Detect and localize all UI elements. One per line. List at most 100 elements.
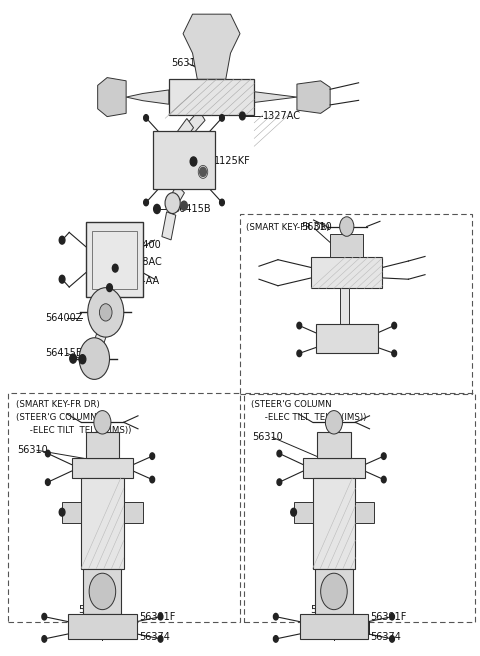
Text: 56310: 56310: [79, 605, 109, 615]
Circle shape: [70, 354, 76, 363]
Circle shape: [392, 350, 396, 357]
Polygon shape: [254, 92, 297, 102]
Bar: [294, 502, 312, 523]
Circle shape: [382, 476, 386, 483]
Bar: [355, 502, 374, 523]
Text: 56310: 56310: [252, 432, 283, 442]
Circle shape: [180, 201, 187, 211]
Text: 56391F: 56391F: [139, 612, 175, 622]
Polygon shape: [97, 77, 126, 117]
Text: 56310: 56310: [171, 58, 202, 68]
Bar: [92, 231, 137, 289]
Bar: [84, 569, 121, 614]
Polygon shape: [340, 289, 349, 324]
Circle shape: [390, 613, 395, 620]
Circle shape: [219, 115, 224, 121]
Polygon shape: [183, 14, 240, 79]
Polygon shape: [175, 119, 193, 144]
Circle shape: [382, 453, 386, 459]
Text: (STEER'G COLUMN: (STEER'G COLUMN: [251, 400, 332, 409]
Circle shape: [158, 613, 163, 620]
Text: 56310: 56310: [301, 222, 333, 232]
Text: (STEER'G COLUMN: (STEER'G COLUMN: [15, 413, 96, 422]
Circle shape: [165, 193, 180, 213]
Polygon shape: [297, 81, 330, 113]
Circle shape: [297, 322, 301, 329]
Bar: [68, 614, 137, 639]
Circle shape: [321, 573, 347, 609]
Bar: [124, 502, 143, 523]
Text: (SMART KEY-FR DR): (SMART KEY-FR DR): [15, 400, 99, 409]
Bar: [86, 222, 143, 297]
Polygon shape: [162, 212, 176, 240]
Bar: [317, 432, 350, 458]
Circle shape: [144, 199, 148, 206]
Circle shape: [150, 476, 155, 483]
Circle shape: [274, 636, 278, 642]
Polygon shape: [170, 185, 184, 205]
Circle shape: [274, 613, 278, 620]
Circle shape: [190, 157, 197, 166]
Circle shape: [42, 636, 47, 642]
Circle shape: [59, 276, 65, 283]
Polygon shape: [126, 90, 169, 104]
Circle shape: [392, 322, 396, 329]
Text: 56415B: 56415B: [174, 204, 211, 214]
Text: 56415B: 56415B: [46, 348, 83, 358]
Circle shape: [150, 453, 155, 459]
Circle shape: [46, 450, 50, 457]
Circle shape: [94, 411, 111, 434]
Circle shape: [200, 167, 206, 176]
Text: 56400Z: 56400Z: [46, 313, 83, 323]
Text: (SMART KEY-FR DR): (SMART KEY-FR DR): [246, 223, 329, 232]
Bar: [303, 458, 365, 478]
Circle shape: [46, 479, 50, 485]
Text: -ELEC TILT  TELES(IMS)): -ELEC TILT TELES(IMS)): [251, 413, 366, 422]
Circle shape: [42, 613, 47, 620]
Bar: [312, 478, 355, 569]
Circle shape: [277, 479, 282, 485]
Circle shape: [219, 199, 224, 206]
Text: 1125KF: 1125KF: [214, 156, 251, 166]
Circle shape: [390, 636, 395, 642]
Text: 56374: 56374: [139, 632, 170, 642]
Bar: [81, 478, 124, 569]
Circle shape: [297, 350, 301, 357]
Circle shape: [277, 450, 282, 457]
Circle shape: [107, 284, 112, 291]
Circle shape: [154, 205, 160, 213]
Text: 56400: 56400: [130, 239, 161, 250]
Circle shape: [79, 355, 86, 364]
Text: 56391F: 56391F: [371, 612, 407, 622]
Polygon shape: [104, 293, 117, 311]
Circle shape: [240, 112, 245, 120]
Circle shape: [112, 264, 118, 272]
Circle shape: [144, 115, 148, 121]
Polygon shape: [178, 110, 205, 144]
Circle shape: [291, 508, 297, 516]
Bar: [311, 257, 383, 289]
Text: 56374: 56374: [371, 632, 401, 642]
Text: 56310: 56310: [310, 605, 341, 615]
Circle shape: [59, 236, 65, 244]
Circle shape: [340, 216, 354, 236]
Circle shape: [325, 411, 342, 434]
Bar: [315, 569, 353, 614]
Circle shape: [59, 508, 65, 516]
Bar: [169, 79, 254, 115]
Bar: [330, 234, 363, 257]
Circle shape: [158, 636, 163, 642]
Bar: [300, 614, 368, 639]
Bar: [153, 131, 215, 190]
Text: 1124AA: 1124AA: [122, 276, 160, 285]
Text: 56310: 56310: [17, 445, 48, 455]
Bar: [72, 458, 133, 478]
Bar: [62, 502, 81, 523]
Text: 1338AC: 1338AC: [125, 257, 163, 267]
Bar: [316, 324, 378, 354]
Circle shape: [79, 338, 109, 379]
Circle shape: [99, 304, 112, 321]
Text: 1327AC: 1327AC: [263, 111, 301, 121]
Bar: [86, 432, 119, 458]
Polygon shape: [92, 325, 108, 353]
